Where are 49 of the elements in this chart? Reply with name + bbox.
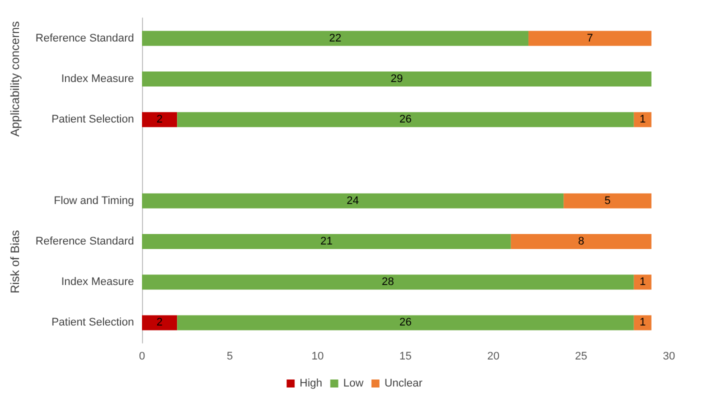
x-tick-label: 20 (487, 350, 500, 362)
x-tick-label: 30 (662, 350, 676, 362)
data-label: 1 (640, 276, 646, 288)
bar (142, 71, 652, 86)
legend-label: High (300, 378, 322, 390)
data-label: 2 (156, 114, 163, 126)
bar (528, 30, 652, 46)
x-tick-label: 25 (575, 350, 588, 362)
data-label: 1 (640, 316, 646, 329)
bar (510, 234, 652, 249)
bar (564, 193, 652, 208)
bar (142, 30, 528, 46)
x-tick-label: 0 (138, 350, 146, 362)
x-tick-label: 5 (226, 350, 233, 362)
x-tick-label: 15 (399, 350, 412, 362)
data-label: 29 (390, 72, 403, 85)
bar (142, 112, 178, 128)
bar (177, 112, 634, 128)
data-label: 22 (329, 32, 342, 44)
legend-label: Unclear (384, 378, 423, 390)
data-label: 2 (156, 316, 163, 329)
y-tick-label: Flow and Timing (54, 194, 134, 207)
data-label: 24 (346, 194, 359, 207)
x-tick-label: 10 (312, 350, 324, 362)
y-tick-label: Patient Selection (51, 114, 134, 126)
y-tick-label: Index Measure (61, 72, 134, 85)
bar (142, 234, 511, 249)
data-label: 26 (399, 114, 412, 126)
data-label: 8 (578, 235, 584, 248)
bar (142, 315, 178, 330)
legend-label: Low (343, 378, 364, 390)
data-label: 5 (604, 194, 611, 207)
data-label: 1 (640, 114, 646, 126)
y-tick-label: Index Measure (61, 276, 134, 288)
text: Applicability concerns (8, 21, 22, 137)
y-tick-label: Reference Standard (36, 235, 134, 248)
data-label: 21 (320, 235, 333, 248)
y-tick-label: Patient Selection (51, 316, 134, 329)
data-label: 26 (399, 316, 412, 329)
bar (142, 274, 634, 290)
data-label: 7 (586, 32, 594, 44)
bar (634, 112, 652, 128)
data-label: 28 (382, 276, 394, 288)
bar (634, 315, 652, 330)
bar (142, 193, 564, 208)
text: Risk of Bias (8, 230, 22, 294)
y-tick-label: Reference Standard (36, 32, 134, 44)
bar (634, 274, 652, 290)
bar (177, 315, 634, 330)
